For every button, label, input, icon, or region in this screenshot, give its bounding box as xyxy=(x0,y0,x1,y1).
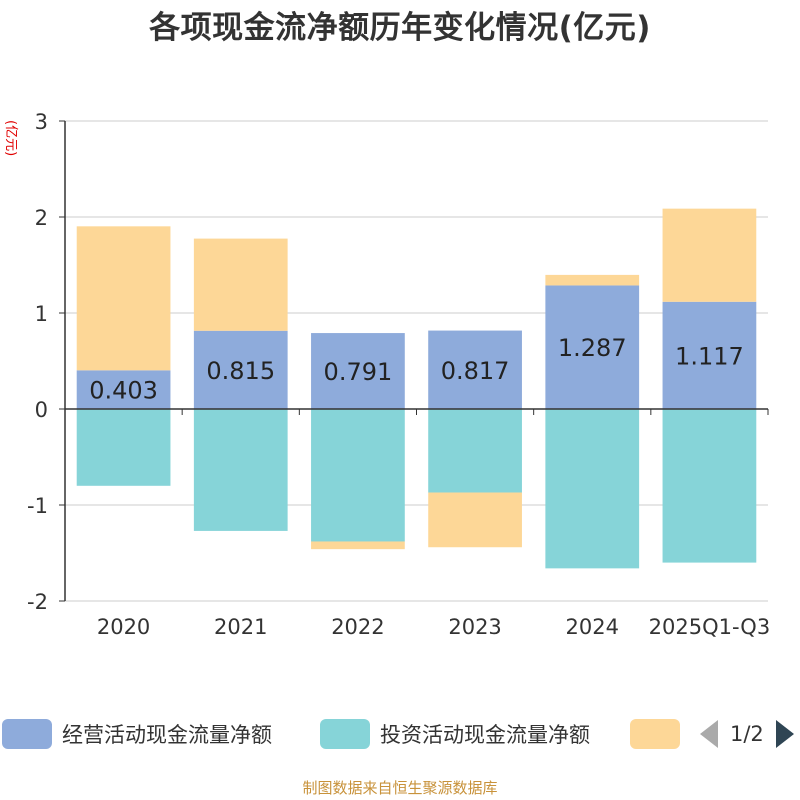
bar-operating xyxy=(545,285,640,409)
bar-investing xyxy=(662,409,757,563)
data-label: 0.791 xyxy=(324,358,393,386)
bar-financing xyxy=(662,208,757,302)
legend-item-investing[interactable]: 投资活动现金流量净额 xyxy=(320,716,590,752)
bar-financing xyxy=(311,541,405,550)
bar-financing xyxy=(193,238,288,331)
data-label: 1.117 xyxy=(675,342,744,370)
y-tick-label: 1 xyxy=(35,302,48,326)
legend-swatch-investing xyxy=(320,719,370,749)
bar-operating xyxy=(311,333,405,409)
legend-pager: 1/2 xyxy=(700,716,794,752)
bar-operating xyxy=(76,370,171,409)
y-tick-label: 2 xyxy=(35,206,48,230)
legend-swatch-operating xyxy=(2,719,52,749)
legend-item-operating[interactable]: 经营活动现金流量净额 xyxy=(2,716,272,752)
bar-operating xyxy=(193,330,288,409)
legend-label-operating: 经营活动现金流量净额 xyxy=(62,723,272,747)
bar-operating xyxy=(662,301,757,409)
y-tick-label: -2 xyxy=(27,590,48,614)
bar-financing xyxy=(76,226,171,371)
x-tick-label: 2025Q1-Q3 xyxy=(649,615,771,639)
legend: 经营活动现金流量净额 投资活动现金流量净额 xyxy=(0,716,800,756)
x-tick-label: 2020 xyxy=(97,615,150,639)
legend-item-financing[interactable] xyxy=(630,716,680,752)
pager-text: 1/2 xyxy=(730,722,764,746)
data-label: 0.817 xyxy=(441,357,510,385)
bar-operating xyxy=(428,330,522,409)
x-tick-label: 2021 xyxy=(214,615,267,639)
x-tick-label: 2022 xyxy=(331,615,384,639)
legend-swatch-financing xyxy=(630,719,680,749)
stacked-bar-chart: 3 2 1 0 -1 -2 0.403 0.815 0.791 0.817 1.287 1.117 20… xyxy=(27,110,771,639)
bar-investing xyxy=(76,409,171,486)
bar-financing xyxy=(428,492,522,548)
x-tick-label: 2024 xyxy=(566,615,619,639)
x-tick-label: 2023 xyxy=(448,615,501,639)
data-label: 1.287 xyxy=(558,334,627,362)
source-note: 制图数据来自恒生聚源数据库 xyxy=(302,779,498,797)
pager-prev-icon[interactable] xyxy=(700,720,718,748)
bar-investing xyxy=(193,409,288,531)
pager-next-icon[interactable] xyxy=(775,720,794,748)
bar-investing xyxy=(428,409,522,493)
data-label: 0.403 xyxy=(89,377,158,405)
legend-label-investing: 投资活动现金流量净额 xyxy=(380,723,590,747)
data-label: 0.815 xyxy=(206,357,275,385)
y-tick-label: -1 xyxy=(27,494,48,518)
chart-title: 各项现金流净额历年变化情况(亿元) xyxy=(149,10,651,46)
y-tick-label: 3 xyxy=(35,110,48,134)
bar-investing xyxy=(311,409,405,542)
bar-financing xyxy=(545,274,640,286)
y-tick-label: 0 xyxy=(35,398,48,422)
bar-investing xyxy=(545,409,640,569)
